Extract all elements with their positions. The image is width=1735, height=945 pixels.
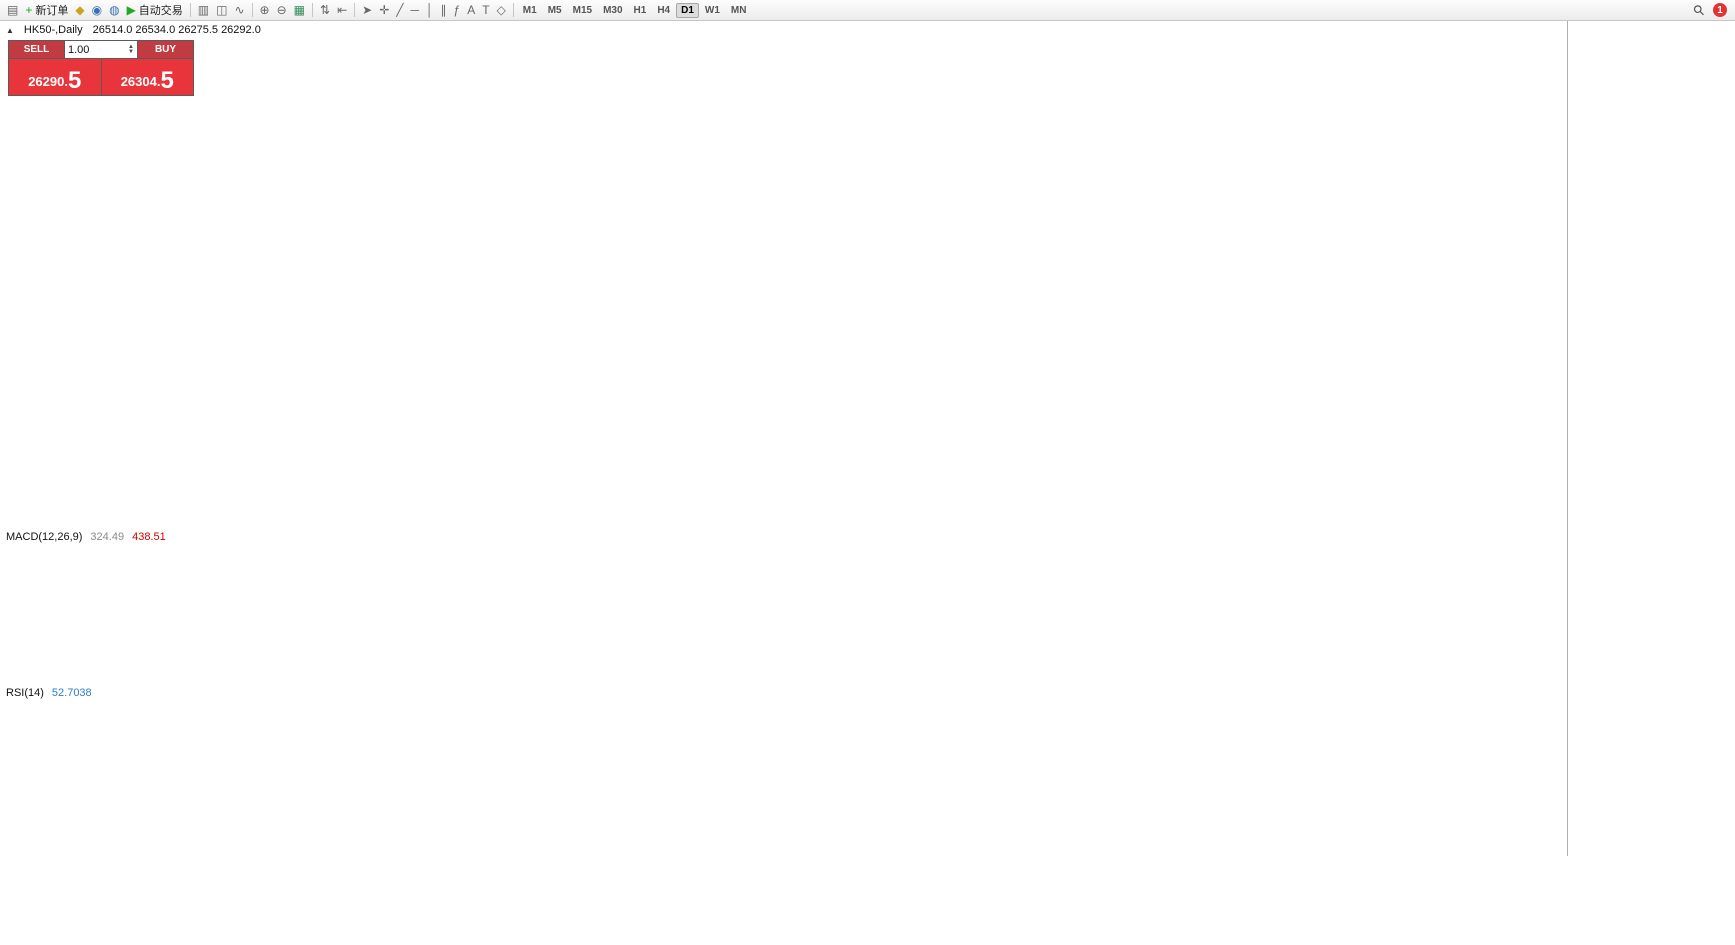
- buy-button[interactable]: BUY: [138, 41, 193, 58]
- auto-scroll-icon: ⇅: [320, 3, 331, 17]
- timeframe-button-m15[interactable]: M15: [572, 4, 593, 16]
- chart-tab-icon: ▲: [6, 26, 14, 35]
- line-chart-button[interactable]: ∿: [231, 1, 247, 19]
- chart-header: ▲ HK50-,Daily 26514.0 26534.0 26275.5 26…: [6, 24, 261, 36]
- new-order-button: +: [25, 3, 33, 17]
- cursor-icon: ➤: [362, 3, 373, 17]
- cursor-button[interactable]: ➤: [359, 1, 375, 19]
- ohlc-values: 26514.0 26534.0 26275.5 26292.0: [92, 24, 261, 36]
- timeframe-button-h1[interactable]: H1: [633, 4, 647, 16]
- zoom-out-button[interactable]: ⊖: [274, 1, 290, 19]
- alerts-button[interactable]: ◉: [89, 1, 105, 19]
- vertical-line-button[interactable]: │: [423, 1, 437, 19]
- new-order-button-label: 新订单: [35, 5, 69, 17]
- channel-button[interactable]: ∥: [438, 1, 450, 19]
- buy-price-main: 26304.: [120, 74, 161, 89]
- toolbar: ▤ + 新订单 ◆ ◉ ◍ ▶ 自动交易 ▥ ◫ ∿ ⊕ ⊖ ▦ ⇅ ⇤ ➤ ✛ ╱ ─ │ ∥ ƒ A T ◇ M1 M5 M15 M3…: [0, 0, 1735, 21]
- zoom-in-button[interactable]: ⊕: [257, 1, 273, 19]
- zoom-out-icon: ⊖: [276, 3, 287, 17]
- fibonacci-button[interactable]: ƒ: [451, 1, 464, 19]
- auto-scroll-button[interactable]: ⇅: [317, 1, 333, 19]
- timeframe-button-m5[interactable]: M5: [547, 4, 562, 16]
- toolbar-separator: [189, 3, 191, 17]
- toolbar-separator: [512, 3, 514, 17]
- macd-name: MACD(12,26,9): [6, 531, 83, 543]
- autotrading-button[interactable]: ▶ 自动交易: [124, 1, 186, 19]
- chart-shift-icon: ⇤: [337, 3, 348, 17]
- rsi-value: 52.7038: [51, 687, 92, 699]
- toolbar-right-group: ⚲ 1: [1689, 0, 1731, 19]
- candlestick-chart-icon: ◫: [216, 3, 228, 17]
- tile-windows-icon: ▦: [293, 3, 306, 17]
- one-click-trading-panel: SELL 1.00 ▲ ▼ BUY 26290. 5 26304. 5: [8, 40, 194, 96]
- macd-indicator-label: MACD(12,26,9) 324.49 438.51: [6, 531, 166, 543]
- text-label-button[interactable]: T: [479, 1, 492, 19]
- autotrading-button-label: 自动交易: [138, 5, 183, 17]
- trendline-button[interactable]: ╱: [393, 1, 406, 19]
- macd-value: 324.49: [90, 531, 125, 543]
- sell-button[interactable]: SELL: [9, 41, 64, 58]
- shapes-icon: ◇: [496, 3, 506, 17]
- timeframe-button-m30[interactable]: M30: [603, 4, 623, 16]
- chart-canvas[interactable]: [0, 21, 1568, 856]
- crosshair-icon: ✛: [379, 3, 390, 17]
- chart-window: ▲ HK50-,Daily 26514.0 26534.0 26275.5 26…: [0, 21, 1568, 856]
- macd-signal-value: 438.51: [132, 531, 166, 543]
- search-icon: ⚲: [1689, 0, 1708, 19]
- rsi-name: RSI(14): [6, 687, 44, 699]
- sell-price[interactable]: 26290. 5: [9, 59, 101, 95]
- timeframe-button-d1[interactable]: D1: [676, 2, 699, 18]
- timeframe-button-h4[interactable]: H4: [657, 4, 671, 16]
- shapes-button[interactable]: ◇: [494, 1, 509, 19]
- text-icon: A: [467, 3, 476, 17]
- volume-input[interactable]: 1.00 ▲ ▼: [65, 41, 137, 58]
- rsi-indicator-label: RSI(14) 52.7038: [6, 687, 92, 699]
- community-button[interactable]: ◍: [106, 1, 122, 19]
- community-icon: ◍: [109, 3, 120, 17]
- alerts-icon: ◉: [91, 3, 103, 17]
- new-chart-button[interactable]: ▤: [4, 1, 21, 19]
- horizontal-line-button[interactable]: ─: [408, 1, 423, 19]
- toolbar-separator: [354, 3, 356, 17]
- bar-chart-button[interactable]: ▥: [195, 1, 212, 19]
- timeframe-button-mn[interactable]: MN: [730, 4, 747, 16]
- sell-price-main: 26290.: [28, 74, 68, 89]
- notification-badge[interactable]: 1: [1713, 3, 1727, 17]
- line-chart-icon: ∿: [234, 3, 245, 17]
- zoom-in-icon: ⊕: [259, 3, 270, 17]
- bar-chart-icon: ▥: [197, 3, 210, 17]
- new-order-button[interactable]: + 新订单: [22, 1, 71, 19]
- favorites-icon: ◆: [75, 3, 85, 17]
- horizontal-line-icon: ─: [410, 3, 420, 17]
- text-button[interactable]: A: [464, 1, 478, 19]
- buy-price-big-digit: 5: [160, 67, 174, 94]
- text-label-icon: T: [482, 3, 490, 17]
- trendline-icon: ╱: [396, 3, 404, 17]
- fibonacci-icon: ƒ: [453, 3, 461, 17]
- volume-spinner[interactable]: ▲ ▼: [128, 43, 134, 55]
- volume-value: 1.00: [68, 43, 90, 56]
- search-button[interactable]: ⚲: [1689, 0, 1708, 19]
- autotrading-button: ▶: [126, 3, 136, 17]
- timeframe-button-w1[interactable]: W1: [704, 4, 720, 16]
- channel-icon: ∥: [440, 3, 447, 17]
- toolbar-separator: [251, 3, 253, 17]
- crosshair-button[interactable]: ✛: [376, 1, 392, 19]
- vertical-line-icon: │: [426, 3, 434, 17]
- sell-price-big-digit: 5: [67, 67, 82, 94]
- chart-shift-button[interactable]: ⇤: [334, 1, 350, 19]
- favorites-button[interactable]: ◆: [72, 1, 87, 19]
- buy-price[interactable]: 26304. 5: [101, 59, 193, 95]
- toolbar-separator: [312, 3, 314, 17]
- new-chart-icon: ▤: [7, 3, 19, 17]
- tile-windows-button[interactable]: ▦: [291, 1, 308, 19]
- chart-symbol-title: HK50-,Daily: [23, 24, 83, 36]
- timeframe-button-m1[interactable]: M1: [522, 4, 537, 16]
- candlestick-chart-button[interactable]: ◫: [213, 1, 230, 19]
